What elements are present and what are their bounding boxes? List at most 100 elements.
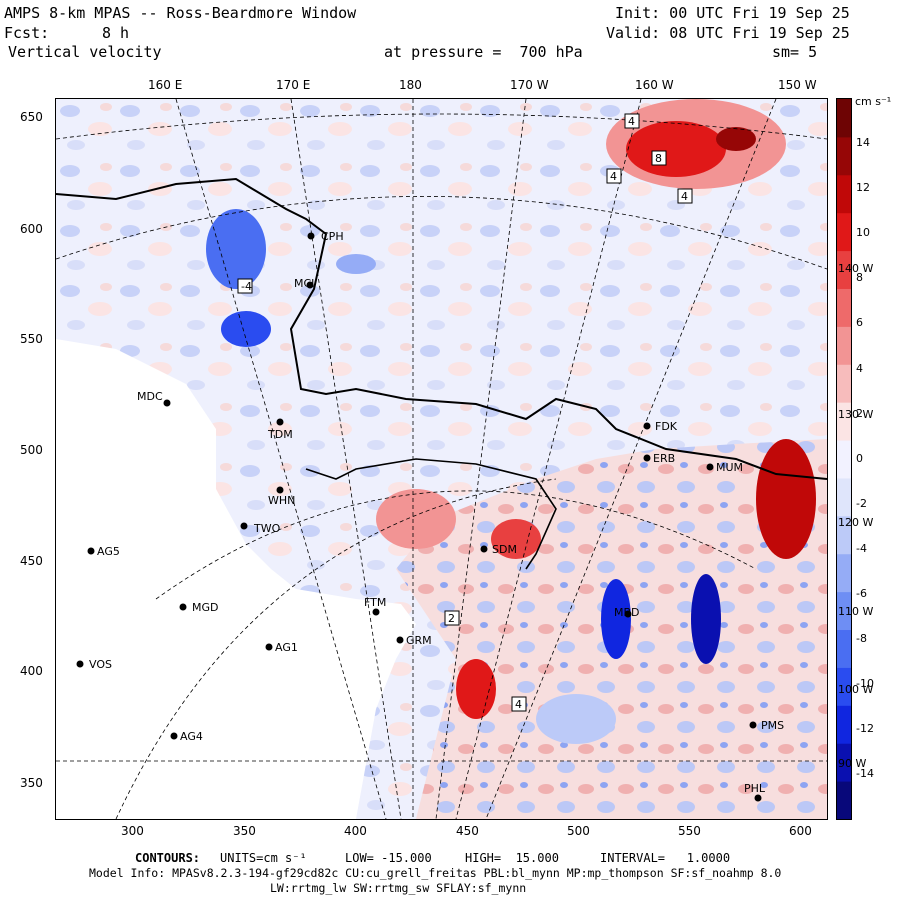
lon-label: 170 W [510, 78, 549, 92]
contour-label: 4 [610, 170, 617, 183]
station-marker [265, 643, 273, 651]
colorbar-unit: cm s⁻¹ [855, 95, 892, 108]
station-marker [179, 603, 187, 611]
y-tick: 500 [20, 443, 43, 457]
colorbar-tick: -10 [856, 677, 874, 690]
updraft-cell [756, 439, 816, 559]
station-label: VOS [89, 658, 112, 671]
forecast-hours: 8 h [102, 24, 130, 42]
station-marker [276, 486, 284, 494]
colorbar-tick: 4 [856, 362, 863, 375]
colorbar-swatch [837, 174, 851, 214]
colorbar-swatch [837, 743, 851, 782]
graticule [56, 99, 827, 819]
station-marker [480, 545, 488, 553]
station-label: ERB [653, 452, 675, 465]
station-label: WHN [268, 494, 295, 507]
model-info-physics: LW:rrtmg_lw SW:rrtmg_sw SFLAY:sf_mynn [270, 881, 527, 895]
colorbar-tick: -12 [856, 722, 874, 735]
y-tick: 400 [20, 664, 43, 678]
plot-title: AMPS 8-km MPAS -- Ross-Beardmore Window [4, 4, 357, 22]
lon-label: 160 W [635, 78, 674, 92]
y-tick: 350 [20, 776, 43, 790]
colorbar-tick: -8 [856, 632, 867, 645]
updraft-core [716, 127, 756, 151]
station-label: AG4 [180, 730, 203, 743]
contour-label: -4 [241, 280, 252, 293]
colorbar-tick: -2 [856, 497, 867, 510]
colorbar-tick: 12 [856, 181, 870, 194]
colorbar-tick: -6 [856, 587, 867, 600]
downdraft-cell [206, 209, 266, 289]
downdraft-cell [221, 311, 271, 347]
coastline [56, 177, 827, 480]
colorbar [836, 98, 852, 820]
station-label: SDM [492, 543, 517, 556]
right-lon-label: 100 W [838, 683, 874, 696]
station-marker [624, 610, 632, 618]
colorbar-swatch [837, 136, 851, 176]
contour-units: UNITS=cm s⁻¹ [220, 851, 307, 865]
colorbar-swatch [837, 326, 851, 365]
colorbar-swatch [837, 781, 851, 819]
contour-label-box [237, 278, 253, 294]
station-marker [396, 636, 404, 644]
colorbar-swatch [837, 553, 851, 593]
contour-label-box [606, 168, 622, 184]
contour-interval: INTERVAL= 1.0000 [600, 851, 731, 865]
contours-label: CONTOURS: [135, 851, 201, 865]
y-tick: 650 [20, 110, 43, 124]
contour-low: LOW= -15.000 [345, 851, 432, 865]
contour-label: 8 [655, 152, 662, 165]
x-tick: 300 [121, 824, 144, 838]
colorbar-tick: 10 [856, 226, 870, 239]
station-marker [643, 454, 651, 462]
contour-label: 4 [628, 115, 635, 128]
colorbar-swatch [837, 667, 851, 706]
right-lon-label: 140 W [838, 262, 874, 275]
right-lon-label: 120 W [838, 516, 874, 529]
colorbar-tick: 14 [856, 136, 870, 149]
smoothing: sm= 5 [772, 43, 818, 61]
downdraft-cell [336, 254, 376, 274]
colorbar-swatch [837, 440, 851, 479]
colorbar-swatch [837, 705, 851, 744]
y-tick: 550 [20, 332, 43, 346]
colorbar-swatch [837, 515, 851, 555]
colorbar-tick: 8 [856, 271, 863, 284]
colorbar-tick: 2 [856, 407, 863, 420]
station-label: MUM [716, 461, 743, 474]
station-layer: MDC TDM CPH MCI WHN TWO AG5 MGD AG1 VOS AG4 FTM GRM S… [76, 230, 784, 802]
colorbar-swatch [837, 629, 851, 668]
updraft-cell [491, 519, 541, 559]
downdraft-cell [691, 574, 721, 664]
shelf-edge [305, 458, 557, 570]
contour-label-box [444, 610, 460, 626]
colorbar-tick: 0 [856, 452, 863, 465]
colorbar-swatch [837, 591, 851, 631]
contour-label-box [624, 113, 640, 129]
station-marker [276, 418, 284, 426]
station-marker [749, 721, 757, 729]
x-tick: 600 [789, 824, 812, 838]
colorbar-swatch [837, 250, 851, 289]
colorbar-swatch [837, 477, 851, 517]
pressure-level: at pressure = 700 hPa [384, 43, 583, 61]
station-label: TWO [253, 522, 281, 535]
contour-label-layer: 4 8 4 4 -4 4 2 [237, 113, 693, 712]
colorbar-tick: -14 [856, 767, 874, 780]
downdraft-cell [536, 694, 616, 744]
contour-label: 2 [448, 612, 455, 625]
colorbar-swatch [837, 212, 851, 252]
station-label: AG5 [97, 545, 120, 558]
station-label: GRM [406, 634, 432, 647]
field-name: Vertical velocity [8, 43, 162, 61]
x-tick: 450 [456, 824, 479, 838]
lon-label: 180 [399, 78, 422, 92]
empty-region [56, 339, 416, 819]
station-label: FTM [364, 596, 386, 609]
station-label: FDK [655, 420, 678, 433]
valid-time: Valid: 08 UTC Fri 19 Sep 25 [606, 24, 850, 42]
colorbar-swatch [837, 364, 851, 403]
station-marker [87, 547, 95, 555]
